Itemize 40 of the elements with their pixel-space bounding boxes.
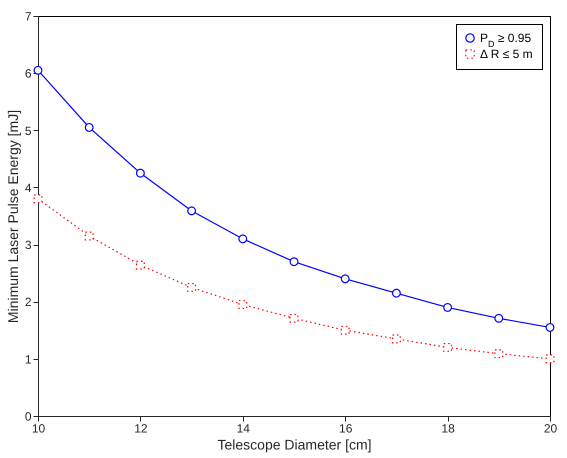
point: [290, 314, 298, 323]
x-tick-label: 18: [441, 422, 456, 436]
point: [187, 206, 196, 216]
point: [443, 342, 452, 352]
y-tick-label: 3: [24, 238, 32, 252]
point: [34, 66, 42, 75]
y-axis-title: Minimum Laser Pulse Energy [mJ]: [4, 110, 21, 324]
x-tick-label: 20: [544, 422, 558, 436]
point: [546, 354, 554, 364]
point: [546, 322, 554, 332]
legend-label: P$_{D}$ ≥ 0.95: [480, 31, 532, 49]
point: [238, 234, 248, 244]
point: [136, 260, 145, 270]
point: [84, 122, 94, 132]
point: [392, 288, 401, 298]
x-tick-label: 12: [134, 422, 148, 436]
x-tick-label: 14: [236, 422, 250, 436]
point: [84, 232, 94, 240]
y-tick-label: 2: [24, 295, 32, 310]
point: [34, 194, 42, 204]
x-axis-title: Telescope Diameter [cm]: [217, 436, 372, 452]
y-tick-label: 0: [24, 410, 32, 424]
point: [340, 326, 350, 335]
point: [238, 300, 248, 310]
point: [443, 302, 452, 312]
point: [136, 168, 145, 178]
point: [187, 282, 196, 292]
y-tick-label: 4: [24, 180, 32, 195]
legend-label: Δ R ≤ 5 m: [480, 47, 533, 61]
x-tick-label: 16: [339, 422, 353, 436]
point: [494, 349, 504, 358]
x-tick-label: 10: [32, 422, 46, 436]
y-tick-label: 6: [24, 66, 32, 81]
y-tick-label: 7: [24, 10, 32, 24]
y-tick-label: 1: [24, 352, 32, 366]
point: [290, 257, 298, 266]
point: [340, 274, 350, 284]
point: [494, 314, 504, 323]
y-tick-label: 5: [24, 124, 32, 138]
point: [392, 334, 401, 344]
